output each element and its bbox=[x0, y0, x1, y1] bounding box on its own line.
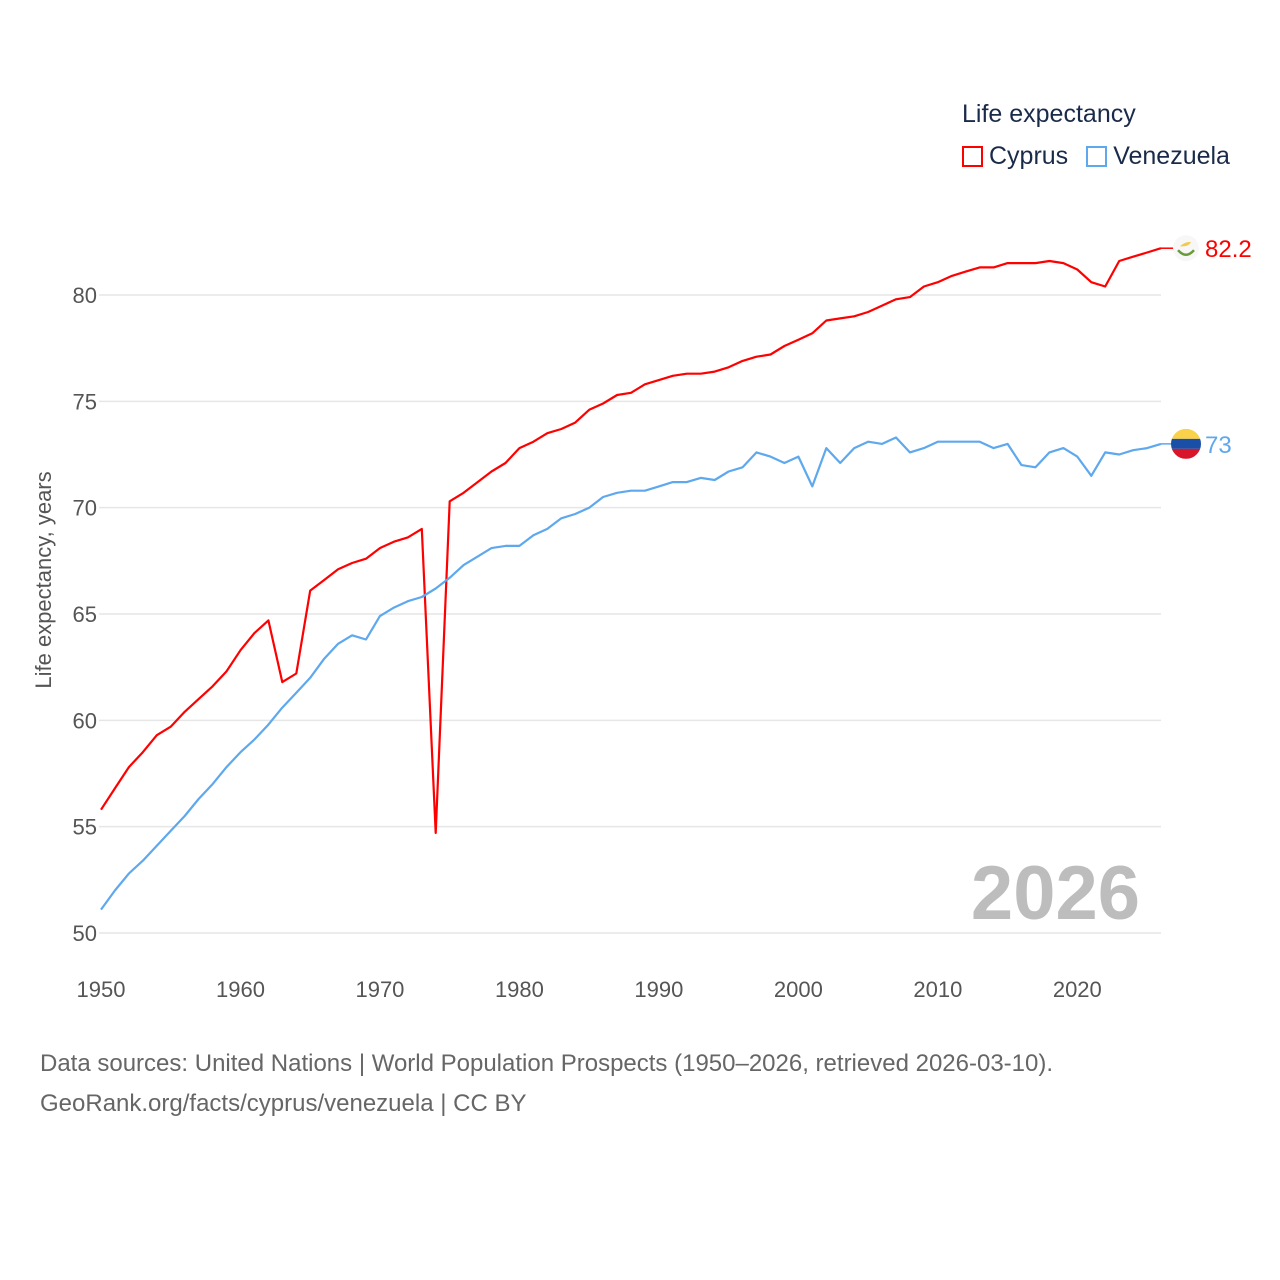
y-tick-label: 80 bbox=[73, 283, 97, 308]
legend-label: Venezuela bbox=[1113, 142, 1230, 170]
source-link[interactable]: GeoRank.org/facts/cyprus/venezuela | CC … bbox=[40, 1090, 527, 1117]
year-watermark: 2026 bbox=[970, 851, 1140, 936]
legend-swatch-cyprus bbox=[962, 146, 983, 167]
end-value-label: 73 bbox=[1205, 432, 1232, 459]
y-axis-label: Life expectancy, years bbox=[31, 471, 56, 688]
x-tick-label: 2000 bbox=[774, 977, 823, 1002]
y-tick-label: 65 bbox=[73, 602, 97, 627]
y-tick-label: 55 bbox=[73, 815, 97, 840]
x-tick-label: 2020 bbox=[1053, 977, 1102, 1002]
x-tick-label: 2010 bbox=[913, 977, 962, 1002]
x-tick-label: 1960 bbox=[216, 977, 265, 1002]
cyprus-flag-branches bbox=[1177, 249, 1195, 256]
x-tick-label: 1950 bbox=[77, 977, 126, 1002]
y-tick-label: 70 bbox=[73, 496, 97, 521]
legend: Cyprus Venezuela bbox=[962, 142, 1230, 171]
legend-swatch-venezuela bbox=[1086, 146, 1108, 167]
legend-label: Cyprus bbox=[989, 142, 1069, 170]
cyprus-flag-map bbox=[1180, 242, 1191, 247]
y-tick-label: 75 bbox=[73, 389, 97, 414]
x-tick-label: 1980 bbox=[495, 977, 544, 1002]
venezuela-flag-icon bbox=[1171, 428, 1201, 439]
series-line-venezuela bbox=[100, 436, 1162, 911]
end-value-label: 82.2 bbox=[1205, 236, 1252, 263]
legend-item-cyprus[interactable]: Cyprus bbox=[962, 142, 1068, 171]
legend-item-venezuela[interactable]: Venezuela bbox=[1086, 142, 1230, 171]
venezuela-flag-red bbox=[1171, 448, 1201, 459]
source-line: Data sources: United Nations | World Pop… bbox=[40, 1050, 1054, 1077]
x-tick-label: 1970 bbox=[355, 977, 404, 1002]
y-tick-label: 60 bbox=[73, 708, 97, 733]
source-note: Data sources: United Nations | World Pop… bbox=[40, 1044, 1053, 1124]
venezuela-flag-blue bbox=[1171, 438, 1201, 449]
x-tick-label: 1990 bbox=[634, 977, 683, 1002]
y-tick-label: 50 bbox=[73, 921, 97, 946]
cyprus-flag-icon bbox=[1173, 235, 1199, 262]
legend-title: Life expectancy bbox=[962, 100, 1136, 128]
series-line-cyprus bbox=[100, 247, 1162, 835]
